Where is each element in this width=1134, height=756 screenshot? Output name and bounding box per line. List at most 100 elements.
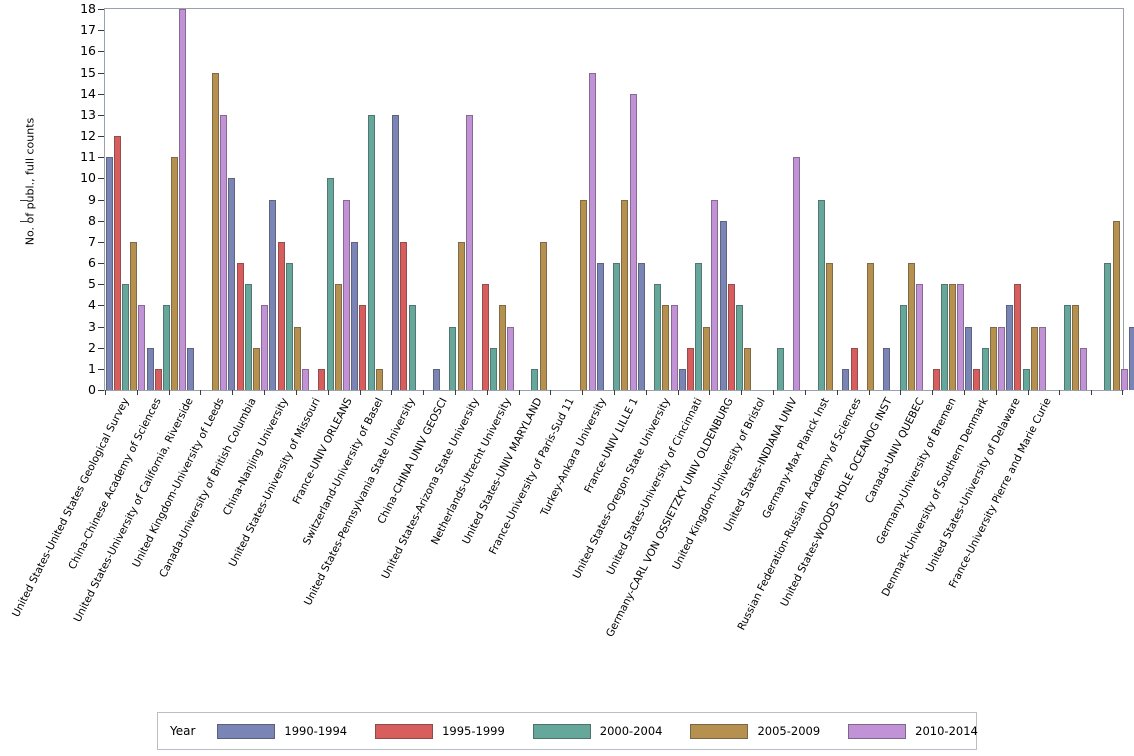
legend-item[interactable]: 2000-2004	[532, 723, 662, 739]
bar[interactable]	[613, 263, 621, 390]
bar[interactable]	[596, 263, 604, 390]
bar[interactable]	[1079, 347, 1087, 390]
bar[interactable]	[940, 284, 948, 390]
bar[interactable]	[899, 305, 907, 390]
bar[interactable]	[981, 347, 989, 390]
bar[interactable]	[465, 114, 473, 390]
bar[interactable]	[252, 347, 260, 390]
bar[interactable]	[539, 241, 547, 390]
bar[interactable]	[907, 263, 915, 390]
bar[interactable]	[367, 114, 375, 390]
bar[interactable]	[375, 368, 383, 390]
bar[interactable]	[400, 241, 408, 390]
bar[interactable]	[269, 199, 277, 390]
bar[interactable]	[1030, 326, 1038, 390]
bar[interactable]	[817, 199, 825, 390]
bar[interactable]	[449, 326, 457, 390]
bar[interactable]	[146, 347, 154, 390]
bar[interactable]	[408, 305, 416, 390]
legend-item[interactable]: 1995-1999	[375, 723, 505, 739]
bar[interactable]	[154, 368, 162, 390]
bar[interactable]	[662, 305, 670, 390]
bar[interactable]	[1129, 326, 1134, 390]
bar[interactable]	[1063, 305, 1071, 390]
bar[interactable]	[285, 263, 293, 390]
bar[interactable]	[293, 326, 301, 390]
bar[interactable]	[277, 241, 285, 390]
bar[interactable]	[326, 178, 334, 390]
bar[interactable]	[121, 284, 129, 390]
bar[interactable]	[138, 305, 146, 390]
bar[interactable]	[678, 368, 686, 390]
bar[interactable]	[670, 305, 678, 390]
bar[interactable]	[637, 263, 645, 390]
bar[interactable]	[482, 284, 490, 390]
bar[interactable]	[883, 347, 891, 390]
bar[interactable]	[695, 263, 703, 390]
bar[interactable]	[654, 284, 662, 390]
legend-item[interactable]: 1990-1994	[217, 723, 347, 739]
bar[interactable]	[351, 241, 359, 390]
bar[interactable]	[998, 326, 1006, 390]
bar[interactable]	[130, 241, 138, 390]
bar[interactable]	[179, 9, 187, 390]
bar[interactable]	[1014, 284, 1022, 390]
bar[interactable]	[1006, 305, 1014, 390]
bar[interactable]	[826, 263, 834, 390]
legend-item[interactable]: 2005-2009	[690, 723, 820, 739]
bar[interactable]	[105, 157, 113, 390]
bar[interactable]	[932, 368, 940, 390]
bar[interactable]	[727, 284, 735, 390]
bar[interactable]	[1022, 368, 1030, 390]
bar[interactable]	[302, 368, 310, 390]
bar[interactable]	[719, 220, 727, 390]
bar[interactable]	[948, 284, 956, 390]
bar[interactable]	[171, 157, 179, 390]
bar[interactable]	[736, 305, 744, 390]
bar[interactable]	[490, 347, 498, 390]
bar[interactable]	[965, 326, 973, 390]
bar[interactable]	[433, 368, 441, 390]
bar[interactable]	[686, 347, 694, 390]
bar[interactable]	[228, 178, 236, 390]
bar[interactable]	[580, 199, 588, 390]
bar[interactable]	[359, 305, 367, 390]
bar[interactable]	[113, 136, 121, 390]
bar[interactable]	[776, 347, 784, 390]
bar[interactable]	[1071, 305, 1079, 390]
bar[interactable]	[244, 284, 252, 390]
bar[interactable]	[392, 114, 400, 390]
bar[interactable]	[973, 368, 981, 390]
bar[interactable]	[842, 368, 850, 390]
bar[interactable]	[744, 347, 752, 390]
bar[interactable]	[531, 368, 539, 390]
bar[interactable]	[850, 347, 858, 390]
bar[interactable]	[220, 114, 228, 390]
bar[interactable]	[457, 241, 465, 390]
bar[interactable]	[621, 199, 629, 390]
bar[interactable]	[989, 326, 997, 390]
bar[interactable]	[867, 263, 875, 390]
bar[interactable]	[711, 199, 719, 390]
bar[interactable]	[498, 305, 506, 390]
bar[interactable]	[212, 72, 220, 390]
bar[interactable]	[1104, 263, 1112, 390]
bar[interactable]	[187, 347, 195, 390]
bar[interactable]	[261, 305, 269, 390]
bar[interactable]	[703, 326, 711, 390]
bar[interactable]	[162, 305, 170, 390]
bar[interactable]	[629, 93, 637, 390]
bar[interactable]	[318, 368, 326, 390]
bar[interactable]	[236, 263, 244, 390]
bar[interactable]	[793, 157, 801, 390]
bar[interactable]	[506, 326, 514, 390]
bar[interactable]	[588, 72, 596, 390]
legend-item[interactable]: 2010-2014	[848, 723, 978, 739]
bar[interactable]	[1112, 220, 1120, 390]
bar[interactable]	[957, 284, 965, 390]
bar[interactable]	[916, 284, 924, 390]
bar[interactable]	[1120, 368, 1128, 390]
bar[interactable]	[334, 284, 342, 390]
bar[interactable]	[1038, 326, 1046, 390]
bar[interactable]	[343, 199, 351, 390]
